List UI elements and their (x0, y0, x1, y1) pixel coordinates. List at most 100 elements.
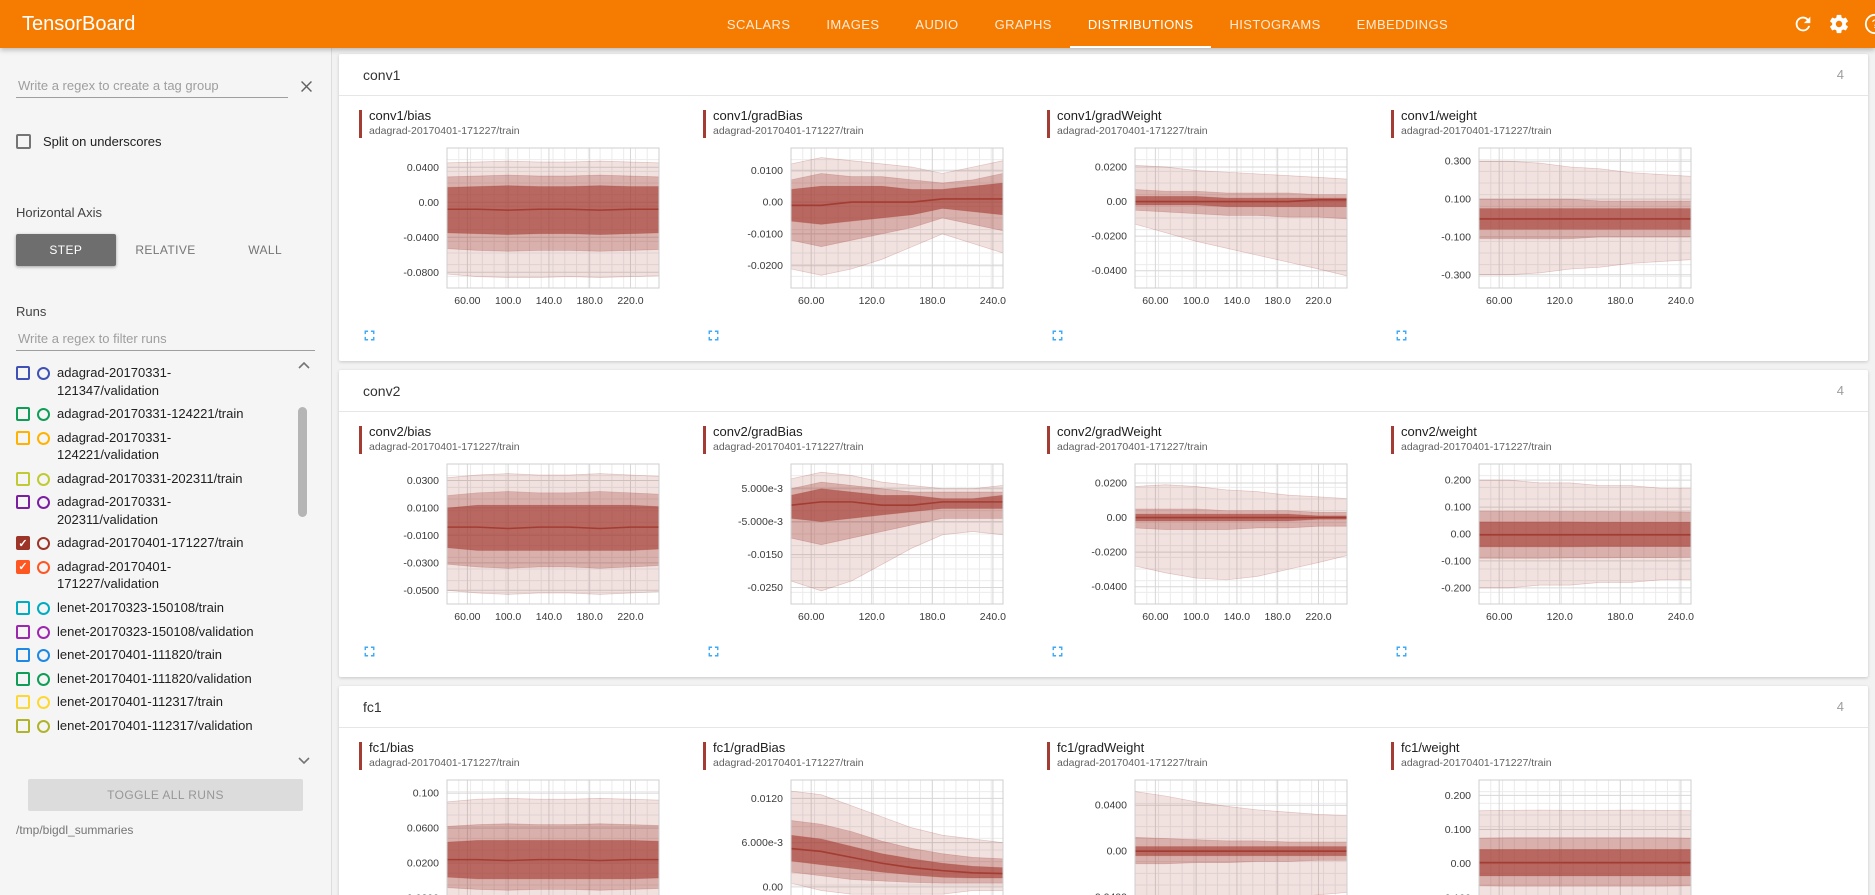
svg-text:-0.0800: -0.0800 (403, 267, 439, 279)
run-checkbox[interactable] (16, 671, 30, 686)
run-item[interactable]: adagrad-20170331-124221/validation (16, 426, 288, 467)
run-item[interactable]: lenet-20170401-112317/validation (16, 714, 288, 738)
expand-chart-button[interactable] (705, 327, 723, 345)
run-item[interactable]: adagrad-20170331-202311/validation (16, 490, 288, 531)
tab-scalars[interactable]: SCALARS (726, 16, 791, 32)
run-radio[interactable] (37, 625, 50, 639)
tab-embeddings[interactable]: EMBEDDINGS (1356, 16, 1449, 32)
run-checkbox[interactable] (16, 366, 30, 380)
category-count: 4 (1836, 383, 1844, 398)
tab-graphs[interactable]: GRAPHS (994, 16, 1052, 32)
run-item[interactable]: lenet-20170401-111820/train (16, 643, 288, 667)
svg-text:0.100: 0.100 (1445, 502, 1471, 514)
run-checkbox[interactable] (16, 495, 30, 510)
run-item[interactable]: lenet-20170323-150108/train (16, 596, 288, 620)
tag-group-regex-input[interactable] (16, 74, 288, 98)
svg-text:6.000e-3: 6.000e-3 (742, 837, 784, 849)
run-item[interactable]: ✓ adagrad-20170401-171227/validation (16, 555, 288, 596)
run-checkbox[interactable] (16, 471, 30, 486)
chart-run-name: adagrad-20170401-171227/train (1057, 757, 1208, 769)
svg-text:0.00: 0.00 (763, 197, 784, 209)
log-directory-path: /tmp/bigdl_summaries (16, 823, 134, 837)
run-radio[interactable] (37, 672, 50, 686)
scroll-down-icon[interactable] (297, 756, 311, 765)
svg-text:100.0: 100.0 (1183, 611, 1209, 623)
expand-chart-button[interactable] (1393, 643, 1411, 661)
run-checkbox[interactable] (16, 718, 30, 733)
axis-option-wall[interactable]: WALL (248, 243, 283, 257)
run-item[interactable]: lenet-20170401-112317/train (16, 690, 288, 714)
tab-images[interactable]: IMAGES (826, 16, 880, 32)
help-icon[interactable]: ? (1864, 13, 1875, 35)
chart-header-text: conv1/weight adagrad-20170401-171227/trai… (1401, 108, 1552, 138)
tab-distributions[interactable]: DISTRIBUTIONS (1070, 0, 1212, 48)
split-underscores-row[interactable]: Split on underscores (16, 134, 315, 149)
category-header[interactable]: conv1 4 (339, 54, 1868, 96)
runs-filter-input[interactable] (16, 327, 315, 351)
run-radio[interactable] (37, 560, 50, 574)
chart-title: conv1/gradBias (713, 108, 803, 123)
chart-header: fc1/gradBias adagrad-20170401-171227/trai… (703, 740, 1041, 770)
svg-text:240.0: 240.0 (980, 295, 1006, 307)
run-radio[interactable] (37, 696, 50, 710)
category-header[interactable]: fc1 4 (339, 686, 1868, 728)
chart-footer (1047, 635, 1385, 669)
category-card-fc1: fc1 4 fc1/bias adagrad-20170401-171227/trai… (339, 686, 1868, 895)
expand-chart-button[interactable] (1393, 327, 1411, 345)
run-item[interactable]: adagrad-20170331-121347/validation (16, 361, 288, 402)
run-radio[interactable] (37, 602, 50, 616)
run-item[interactable]: lenet-20170323-150108/validation (16, 620, 288, 644)
run-radio[interactable] (37, 537, 50, 551)
expand-chart-button[interactable] (1049, 327, 1067, 345)
axis-option-step[interactable]: STEP (16, 234, 116, 266)
split-underscores-checkbox[interactable] (16, 134, 31, 149)
svg-text:60.00: 60.00 (454, 611, 480, 623)
run-radio[interactable] (37, 496, 50, 510)
svg-text:180.0: 180.0 (577, 611, 603, 623)
run-checkbox[interactable] (16, 601, 30, 616)
run-radio[interactable] (37, 719, 50, 733)
charts-row: fc1/biasadagrad-20170401-171227/train60.… (339, 728, 1868, 895)
svg-text:0.100: 0.100 (413, 788, 439, 800)
run-checkbox[interactable] (16, 648, 30, 663)
scroll-up-icon[interactable] (297, 361, 311, 370)
run-radio[interactable] (37, 367, 50, 380)
run-checkbox[interactable] (16, 430, 30, 445)
chart-footer (1391, 319, 1729, 353)
runs-filter-row (16, 327, 315, 351)
runs-scrollbar-thumb[interactable] (298, 407, 307, 517)
run-item[interactable]: lenet-20170401-111820/validation (16, 667, 288, 691)
run-radio[interactable] (37, 431, 50, 445)
run-radio[interactable] (37, 408, 50, 422)
svg-text:0.00: 0.00 (1451, 529, 1472, 541)
settings-gear-icon[interactable] (1828, 13, 1850, 35)
tab-histograms[interactable]: HISTOGRAMS (1229, 16, 1321, 32)
run-radio[interactable] (37, 649, 50, 663)
run-checkbox[interactable] (16, 695, 30, 710)
run-item[interactable]: ✓ adagrad-20170401-171227/train (16, 531, 288, 555)
axis-option-relative[interactable]: RELATIVE (135, 243, 196, 257)
category-header[interactable]: conv2 4 (339, 370, 1868, 412)
expand-chart-button[interactable] (361, 327, 379, 345)
run-item[interactable]: adagrad-20170331-124221/train (16, 402, 288, 426)
chart-header: conv2/bias adagrad-20170401-171227/train (359, 424, 697, 454)
run-checkbox[interactable]: ✓ (16, 536, 30, 551)
svg-text:0.00: 0.00 (1451, 858, 1472, 870)
svg-text:220.0: 220.0 (617, 611, 643, 623)
chart-header-text: fc1/bias adagrad-20170401-171227/train (369, 740, 520, 770)
tab-audio[interactable]: AUDIO (915, 16, 959, 32)
refresh-icon[interactable] (1792, 13, 1814, 35)
run-checkbox[interactable] (16, 407, 30, 422)
run-checkbox[interactable] (16, 624, 30, 639)
chart-title: conv1/bias (369, 108, 432, 123)
svg-text:0.0200: 0.0200 (1095, 162, 1127, 174)
expand-chart-button[interactable] (361, 643, 379, 661)
toggle-all-runs-button[interactable]: TOGGLE ALL RUNS (28, 779, 303, 811)
chart-run-name: adagrad-20170401-171227/train (713, 125, 864, 137)
run-item[interactable]: adagrad-20170331-202311/train (16, 467, 288, 491)
run-radio[interactable] (37, 472, 50, 486)
run-checkbox[interactable]: ✓ (16, 559, 30, 574)
expand-chart-button[interactable] (705, 643, 723, 661)
expand-chart-button[interactable] (1049, 643, 1067, 661)
clear-tag-filter-icon[interactable] (298, 78, 315, 95)
